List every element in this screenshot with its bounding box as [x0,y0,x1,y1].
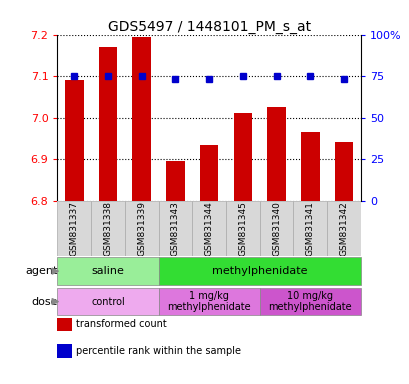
Text: GSM831337: GSM831337 [70,201,79,256]
Text: agent: agent [25,266,57,276]
Text: 1 mg/kg
methylphenidate: 1 mg/kg methylphenidate [167,291,250,312]
Bar [199,144,218,200]
Bar [300,132,319,200]
Bar [267,107,285,200]
Bar [57,200,91,256]
Text: GSM831343: GSM831343 [171,201,180,256]
Bar [99,47,117,200]
Bar [225,200,259,256]
Bar [233,113,252,200]
Bar [293,200,326,256]
Bar [158,200,192,256]
Text: GSM831338: GSM831338 [103,201,112,256]
Title: GDS5497 / 1448101_PM_s_at: GDS5497 / 1448101_PM_s_at [107,20,310,33]
Bar [166,161,184,200]
Text: GSM831344: GSM831344 [204,201,213,256]
Bar [57,257,158,285]
Bar [158,257,360,285]
Bar [124,200,158,256]
Text: control: control [91,296,124,306]
Text: GSM831345: GSM831345 [238,201,247,256]
Bar [65,80,83,200]
Text: transformed count: transformed count [76,319,166,329]
Bar [91,200,124,256]
Text: dose: dose [31,296,57,306]
Text: GSM831342: GSM831342 [339,201,348,256]
Text: GSM831340: GSM831340 [271,201,280,256]
Bar [192,200,225,256]
Bar [259,288,360,315]
Bar [259,200,293,256]
Text: methylphenidate: methylphenidate [211,266,307,276]
Text: percentile rank within the sample: percentile rank within the sample [76,346,240,356]
Bar [334,142,353,200]
Bar [326,200,360,256]
Bar [57,288,158,315]
Text: GSM831341: GSM831341 [305,201,314,256]
Text: GSM831339: GSM831339 [137,201,146,256]
Text: 10 mg/kg
methylphenidate: 10 mg/kg methylphenidate [268,291,351,312]
Bar [132,36,151,200]
Text: saline: saline [91,266,124,276]
Bar [158,288,259,315]
